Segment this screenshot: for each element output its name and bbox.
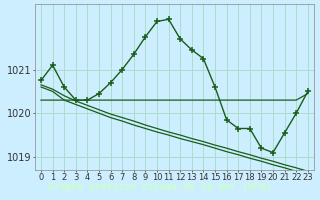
Text: Graphe pression niveau de la mer (hPa): Graphe pression niveau de la mer (hPa) xyxy=(48,182,272,192)
